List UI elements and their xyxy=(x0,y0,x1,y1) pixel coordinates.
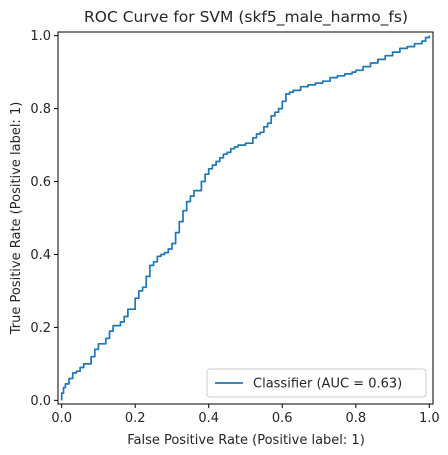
roc-curve-line xyxy=(60,35,431,401)
x-tick-label: 1.0 xyxy=(419,411,440,426)
legend: Classifier (AUC = 0.63) xyxy=(206,368,427,398)
x-axis-label: False Positive Rate (Positive label: 1) xyxy=(127,433,365,448)
y-tick-label: 1.0 xyxy=(30,29,51,44)
legend-entry-label: Classifier (AUC = 0.63) xyxy=(253,377,402,392)
y-tick-label: 0.4 xyxy=(30,248,51,263)
y-axis-label: True Positive Rate (Positive label: 1) xyxy=(9,102,24,336)
y-axis-ticks: 0.0 0.2 0.4 0.6 0.8 1.0 xyxy=(30,29,58,409)
plot-area xyxy=(57,31,434,405)
x-tick-label: 0.0 xyxy=(51,411,72,426)
legend-box xyxy=(206,368,427,398)
y-tick-label: 0.2 xyxy=(30,321,51,336)
plot-frame xyxy=(57,31,434,405)
x-tick-label: 0.6 xyxy=(272,411,293,426)
x-tick-label: 0.2 xyxy=(125,411,146,426)
x-axis-ticks: 0.0 0.2 0.4 0.6 0.8 1.0 xyxy=(51,404,440,426)
y-tick-label: 0.8 xyxy=(30,102,51,117)
chart-title: ROC Curve for SVM (skf5_male_harmo_fs) xyxy=(84,8,408,27)
y-tick-label: 0.0 xyxy=(30,394,51,409)
x-tick-label: 0.8 xyxy=(345,411,366,426)
x-tick-label: 0.4 xyxy=(198,411,219,426)
y-tick-label: 0.6 xyxy=(30,175,51,190)
